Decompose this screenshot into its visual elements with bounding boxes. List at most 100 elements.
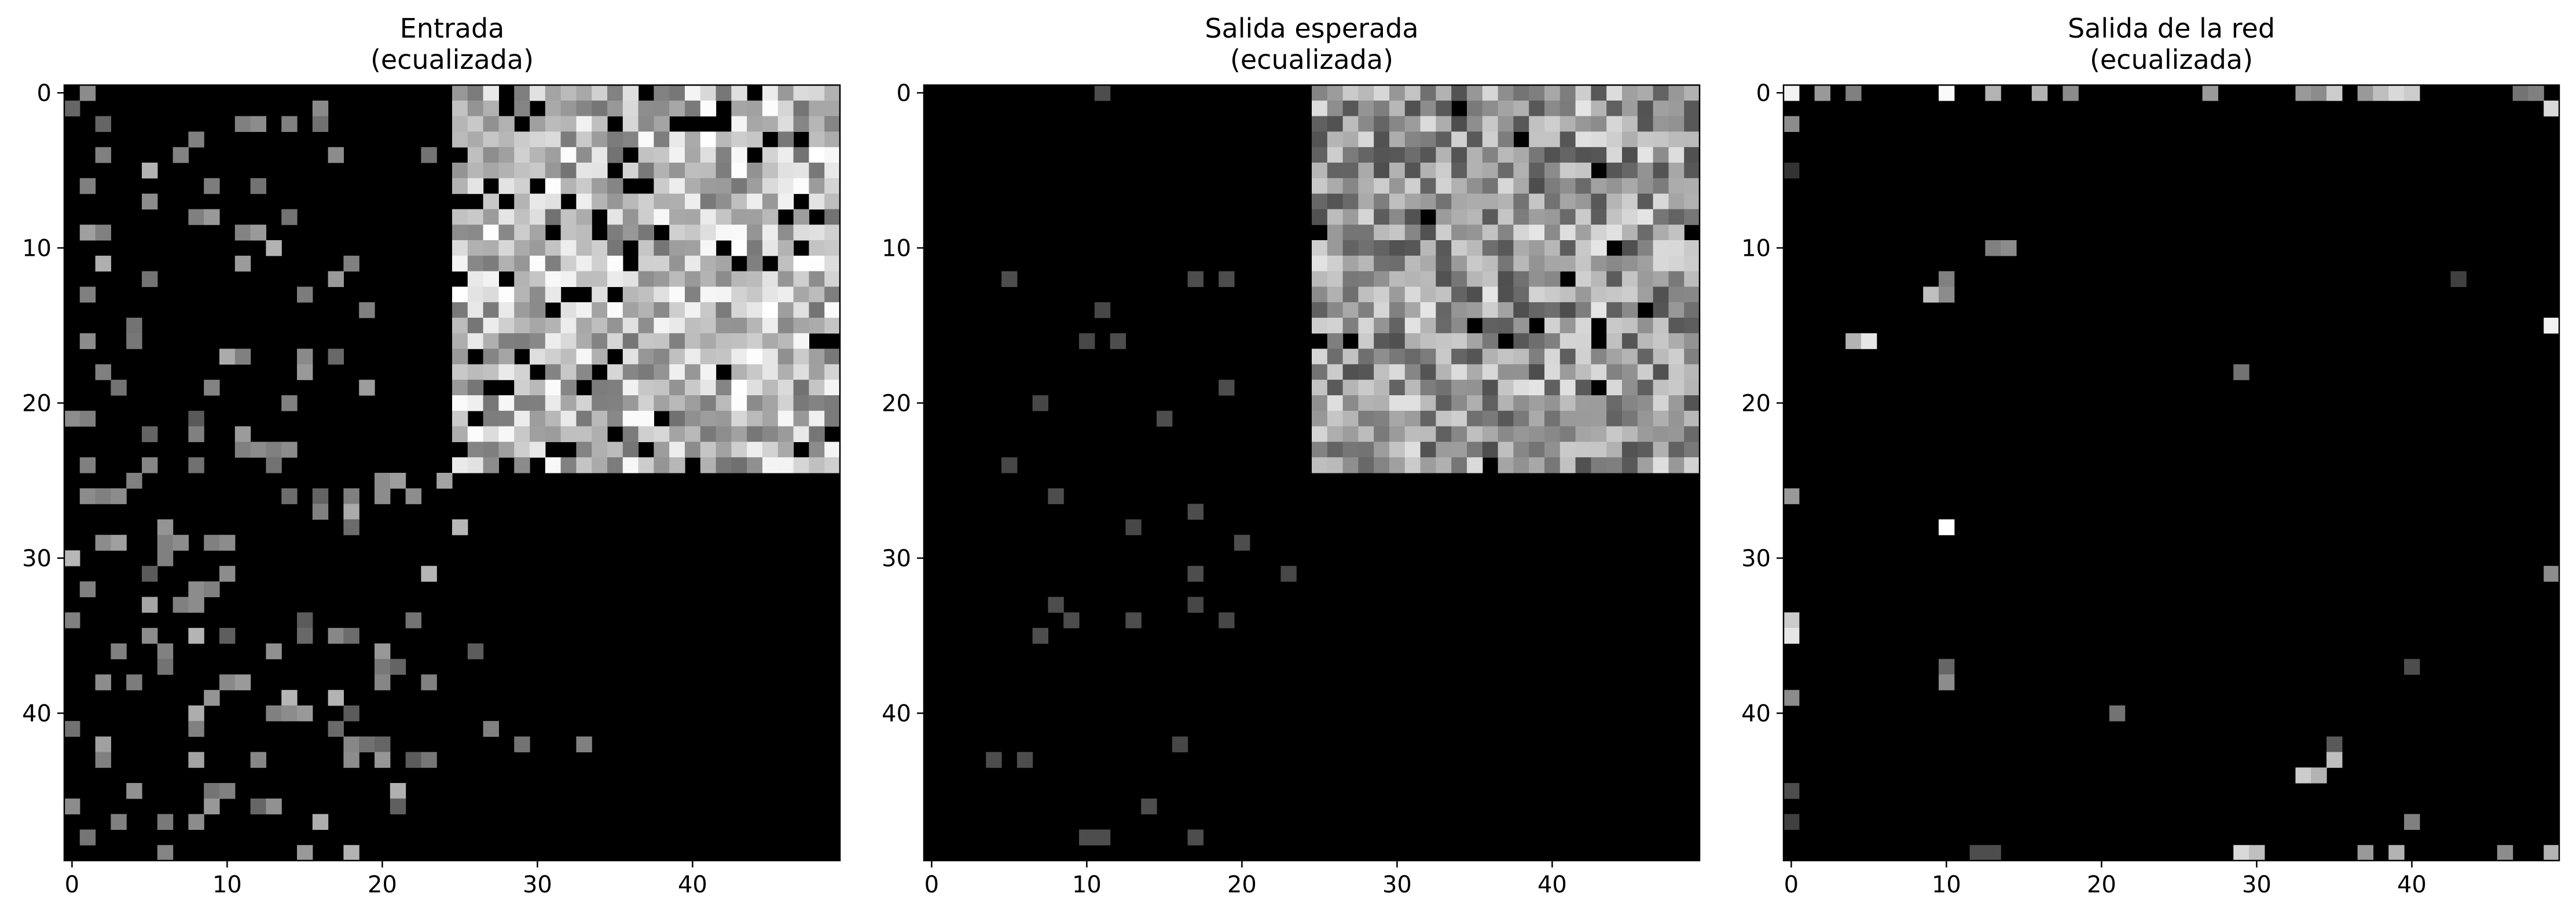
heatmap-cell xyxy=(1684,286,1700,303)
heatmap-cell xyxy=(375,736,391,752)
heatmap-cell xyxy=(1404,302,1421,318)
heatmap-cell xyxy=(452,286,468,303)
heatmap-cell xyxy=(1482,178,1499,194)
heatmap-cell xyxy=(1451,178,1467,194)
heatmap-cell xyxy=(777,116,794,132)
heatmap-cell xyxy=(1559,209,1576,225)
heatmap-cell xyxy=(1374,131,1390,148)
heatmap-cell xyxy=(467,131,484,148)
heatmap-cell xyxy=(731,426,747,442)
heatmap-cell xyxy=(560,147,577,163)
heatmap-cell xyxy=(1637,100,1654,117)
heatmap-cell xyxy=(1513,348,1529,365)
heatmap-cell xyxy=(1498,85,1514,101)
x-tick-label: 40 xyxy=(1537,872,1567,898)
heatmap-cell xyxy=(343,752,359,768)
heatmap-cell xyxy=(592,318,608,334)
heatmap-cell xyxy=(514,286,530,303)
heatmap-cell xyxy=(1482,364,1499,380)
heatmap-cell xyxy=(1389,333,1406,350)
heatmap-cell xyxy=(592,426,608,442)
heatmap-cell xyxy=(1327,240,1344,256)
heatmap-cell xyxy=(1389,193,1406,209)
heatmap-cell xyxy=(1374,426,1390,442)
heatmap-cell xyxy=(405,752,421,768)
heatmap-cell xyxy=(1969,845,1986,861)
heatmap-cell xyxy=(1404,209,1421,225)
heatmap-cell xyxy=(669,225,685,241)
heatmap-cell xyxy=(1606,147,1623,163)
x-tick-label: 40 xyxy=(2397,872,2427,898)
heatmap-cell xyxy=(1559,380,1576,396)
heatmap-cell xyxy=(514,193,530,209)
heatmap-cell xyxy=(1513,364,1529,380)
heatmap-cell xyxy=(824,271,841,287)
heatmap-cell xyxy=(1094,85,1111,101)
heatmap-cell xyxy=(312,100,329,117)
heatmap-cell xyxy=(1606,364,1623,380)
heatmap-cell xyxy=(530,318,546,334)
heatmap-cell xyxy=(669,178,685,194)
heatmap-cell xyxy=(1327,286,1344,303)
heatmap-cell xyxy=(622,225,639,241)
heatmap-cell xyxy=(375,659,391,675)
heatmap-cell xyxy=(1451,209,1467,225)
heatmap-cell xyxy=(1467,147,1483,163)
heatmap-cell xyxy=(1861,333,1877,350)
panel-title-line: Salida esperada xyxy=(1205,13,1418,44)
heatmap-cell xyxy=(622,333,639,350)
heatmap-cell xyxy=(793,147,809,163)
heatmap-cell xyxy=(1374,193,1390,209)
heatmap-cell xyxy=(1404,318,1421,334)
heatmap-cell xyxy=(607,318,623,334)
y-tick-label: 40 xyxy=(1741,700,1771,727)
heatmap-cell xyxy=(545,348,562,365)
heatmap-cell xyxy=(654,255,670,272)
heatmap-cell xyxy=(204,783,220,799)
heatmap-cell xyxy=(762,395,779,411)
heatmap-cell xyxy=(1374,116,1390,132)
heatmap-cell xyxy=(1451,85,1467,101)
heatmap-cell xyxy=(1404,364,1421,380)
heatmap-cell xyxy=(1637,426,1654,442)
heatmap-cell xyxy=(1482,193,1499,209)
heatmap-cell xyxy=(1684,395,1700,411)
heatmap-cell xyxy=(1939,286,1955,303)
heatmap-cell xyxy=(1653,410,1669,427)
heatmap-cell xyxy=(622,395,639,411)
heatmap-cell xyxy=(1529,116,1545,132)
heatmap-cell xyxy=(1389,271,1406,287)
heatmap-cell xyxy=(1498,178,1514,194)
heatmap-cell xyxy=(1342,100,1359,117)
heatmap-cell xyxy=(1374,395,1390,411)
heatmap-cell xyxy=(483,721,499,737)
heatmap-cell xyxy=(1312,348,1328,365)
heatmap-cell xyxy=(1436,442,1452,458)
heatmap-cell xyxy=(483,85,499,101)
heatmap-cell xyxy=(483,333,499,350)
heatmap-cell xyxy=(2031,85,2048,101)
heatmap-cell xyxy=(1342,131,1359,148)
heatmap-cell xyxy=(809,255,825,272)
heatmap-cell xyxy=(1451,193,1467,209)
heatmap-cell xyxy=(1622,240,1638,256)
heatmap-cell xyxy=(1653,318,1669,334)
heatmap-cell xyxy=(576,193,592,209)
heatmap-cell xyxy=(1312,426,1328,442)
heatmap-cell xyxy=(467,364,484,380)
heatmap-cell xyxy=(498,333,515,350)
heatmap-cell xyxy=(1172,736,1188,752)
y-tick-label: 10 xyxy=(1741,235,1771,262)
heatmap-cell xyxy=(592,193,608,209)
heatmap-cell xyxy=(1327,410,1344,427)
heatmap-cell xyxy=(1559,131,1576,148)
heatmap-cell xyxy=(1529,163,1545,179)
heatmap-cell xyxy=(467,395,484,411)
heatmap-cell xyxy=(731,85,747,101)
heatmap-cell xyxy=(747,442,763,458)
heatmap-cell xyxy=(592,457,608,473)
heatmap-cell xyxy=(498,209,515,225)
heatmap-cell xyxy=(1094,302,1111,318)
heatmap-cell xyxy=(1141,798,1157,815)
heatmap-cell xyxy=(1684,426,1700,442)
